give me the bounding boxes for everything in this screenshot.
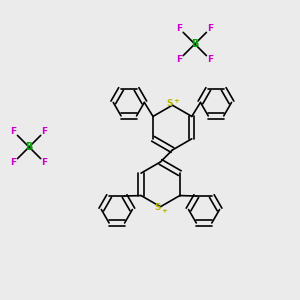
Text: F: F [11,158,17,167]
Text: B: B [26,142,33,152]
Text: S: S [167,99,173,108]
Text: F: F [41,127,47,136]
Text: F: F [207,55,213,64]
Text: F: F [176,55,182,64]
Text: F: F [11,127,17,136]
Text: +: + [173,98,179,104]
Text: F: F [41,158,47,167]
Text: B: B [191,39,199,49]
Text: +: + [161,208,167,214]
Text: S: S [155,203,161,212]
Text: F: F [207,24,213,33]
Text: F: F [176,24,182,33]
